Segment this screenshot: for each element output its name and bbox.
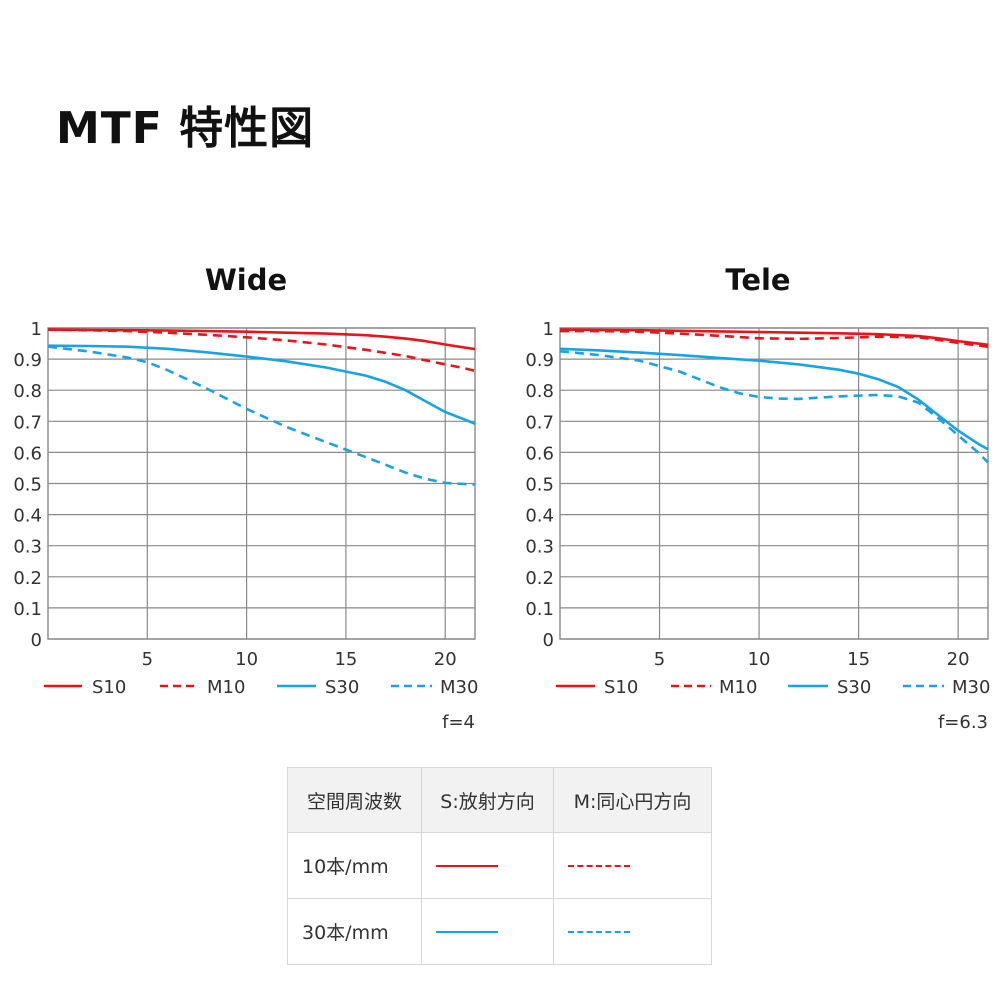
tele-ytick-label: 0.5 [525,475,554,496]
legend-table-row-30: 30本/mm [287,898,712,965]
wide-series-s30 [47,344,476,426]
tele-ytick-label: 0.6 [525,443,554,464]
wide-ytick-label: 0.7 [13,412,42,433]
tele-series-s30 [559,347,989,451]
row-label-30: 30本/mm [287,898,422,965]
tele-legend-label-s10: S10 [604,677,638,698]
swatch-cell-s10 [421,832,554,899]
tele-xtick-label: 10 [748,649,771,670]
tele-ytick-label: 0.9 [525,350,554,371]
swatch-s30-solid-blue [436,930,498,933]
wide-ytick-label: 0.9 [13,350,42,371]
swatch-cell-m10 [553,832,712,899]
wide-series-s10 [47,328,476,351]
tele-series-m30 [559,350,989,464]
wide-series-m10 [47,328,476,373]
header-sagittal: S:放射方向 [421,767,554,833]
tele-xtick-label: 15 [847,649,870,670]
wide-xtick-label: 20 [434,649,457,670]
wide-ytick-label: 0.2 [13,568,42,589]
tele-chart-title: Tele [725,263,790,297]
tele-ytick-label: 0.4 [525,506,554,527]
tele-xtick-label: 20 [947,649,970,670]
legend-table: 空間周波数 S:放射方向 M:同心円方向 10本/mm 30本/mm [287,767,712,965]
wide-xtick-label: 10 [235,649,258,670]
swatch-m30-dashed-blue [568,930,630,933]
header-meridional: M:同心円方向 [553,767,712,833]
tele-legend-label-m10: M10 [719,677,757,698]
legend-table-header-row: 空間周波数 S:放射方向 M:同心円方向 [287,767,712,833]
tele-ytick-label: 0 [543,630,554,651]
wide-ytick-label: 0.8 [13,381,42,402]
wide-xtick-label: 5 [142,649,153,670]
wide-legend-label-m10: M10 [207,677,245,698]
tele-aperture-note: f=6.3 [938,712,988,733]
wide-legend-label-s30: S30 [325,677,359,698]
swatch-m10-dashed-red [568,864,630,867]
tele-series-m10 [560,329,989,348]
wide-series-m30 [47,345,476,486]
wide-ytick-label: 0 [31,630,42,651]
tele-xtick-label: 5 [654,649,665,670]
tele-legend-label-s30: S30 [837,677,871,698]
wide-legend-label-s10: S10 [92,677,126,698]
wide-ytick-label: 0.6 [13,443,42,464]
tele-ytick-label: 0.7 [525,412,554,433]
wide-legend-label-m30: M30 [440,677,478,698]
swatch-cell-s30 [421,898,554,965]
wide-ytick-label: 1 [31,319,42,340]
header-spatial-frequency: 空間周波数 [287,767,422,833]
wide-ytick-label: 0.1 [13,599,42,620]
tele-series-s10 [559,328,989,347]
swatch-cell-m30 [553,898,712,965]
tele-ytick-label: 1 [543,319,554,340]
wide-ytick-label: 0.4 [13,506,42,527]
tele-plot-frame [559,327,989,640]
wide-ytick-label: 0.3 [13,537,42,558]
row-label-10: 10本/mm [287,832,422,899]
page-title: MTF 特性図 [56,103,315,154]
tele-ytick-label: 0.2 [525,568,554,589]
wide-chart-title: Wide [205,263,287,297]
tele-ytick-label: 0.1 [525,599,554,620]
wide-xtick-label: 15 [334,649,357,670]
tele-ytick-label: 0.3 [525,537,554,558]
legend-table-row-10: 10本/mm [287,832,712,899]
wide-aperture-note: f=4 [442,712,475,733]
tele-ytick-label: 0.8 [525,381,554,402]
tele-legend-label-m30: M30 [952,677,990,698]
wide-ytick-label: 0.5 [13,475,42,496]
swatch-s10-solid-red [436,864,498,867]
